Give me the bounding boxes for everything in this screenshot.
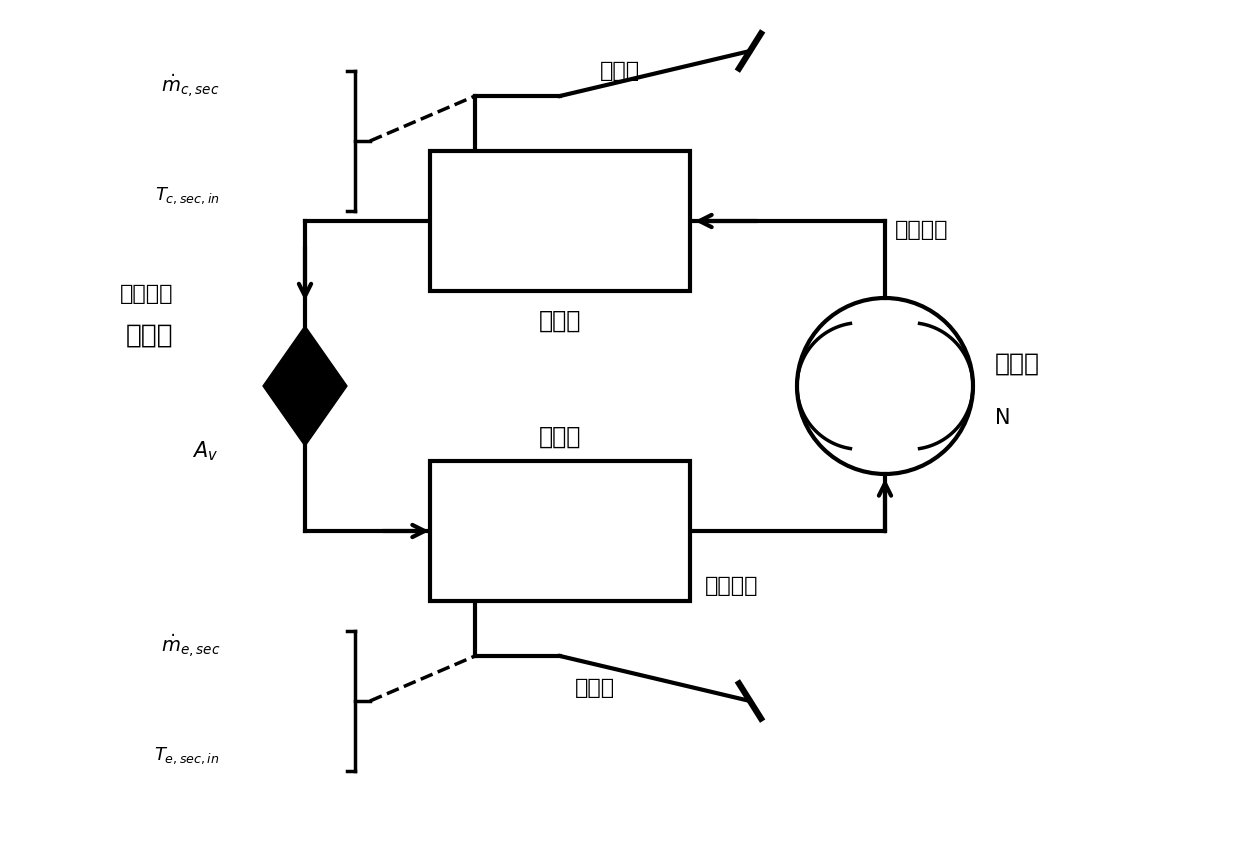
Text: $\dot{m}_{c,sec}$: $\dot{m}_{c,sec}$ xyxy=(161,72,219,100)
Text: 蒸发器: 蒸发器 xyxy=(539,425,582,449)
Text: 高压液体: 高压液体 xyxy=(120,283,174,304)
Polygon shape xyxy=(263,326,347,386)
Text: 高压蒸气: 高压蒸气 xyxy=(895,219,949,239)
Text: 二次流: 二次流 xyxy=(575,678,615,698)
Text: $\dot{m}_{e,sec}$: $\dot{m}_{e,sec}$ xyxy=(161,632,219,660)
Text: 冷凝器: 冷凝器 xyxy=(539,309,582,333)
Text: $A_v$: $A_v$ xyxy=(192,439,218,463)
Text: N: N xyxy=(994,408,1011,428)
Text: $T_{e,sec,in}$: $T_{e,sec,in}$ xyxy=(155,745,219,766)
Text: 节流阀: 节流阀 xyxy=(126,323,174,349)
Polygon shape xyxy=(263,386,347,446)
Text: $T_{c,sec,in}$: $T_{c,sec,in}$ xyxy=(155,186,219,206)
Bar xyxy=(430,151,689,291)
Text: 压缩机: 压缩机 xyxy=(994,352,1040,376)
Bar xyxy=(430,461,689,601)
Text: 低压蒸气: 低压蒸气 xyxy=(706,576,759,596)
Text: 二次流: 二次流 xyxy=(600,61,640,81)
